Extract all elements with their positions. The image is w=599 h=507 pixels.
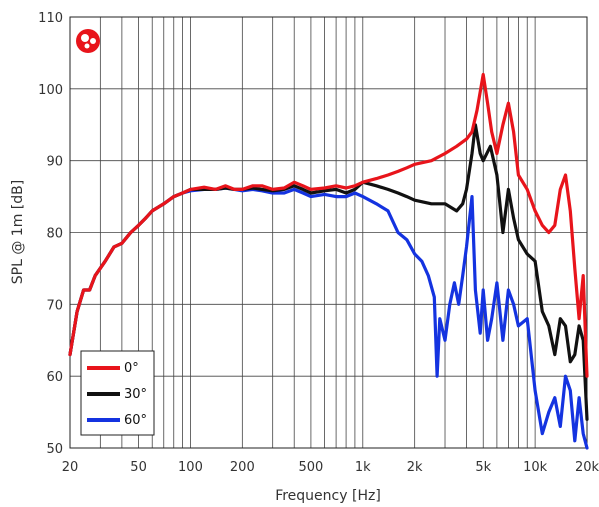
x-tick-label: 200 — [230, 460, 255, 475]
series-line — [68, 72, 589, 378]
plot-frame — [69, 16, 588, 449]
x-tick-label: 10k — [523, 460, 548, 475]
x-tick-label: 100 — [178, 460, 203, 475]
speaker-logo-dot — [84, 43, 90, 49]
speaker-logo-dot — [90, 38, 96, 44]
x-tick-label: 2k — [407, 460, 423, 475]
x-tick-label: 1k — [355, 460, 371, 475]
y-tick-label: 100 — [38, 83, 63, 98]
y-tick-label: 90 — [46, 155, 63, 170]
x-tick-label: 5k — [475, 460, 491, 475]
legend: 0° 30° 60° — [80, 350, 155, 436]
speaker-logo-dot — [81, 34, 89, 42]
y-axis-label: SPL @ 1m [dB] — [10, 180, 26, 284]
y-tick-label: 50 — [46, 442, 63, 457]
y-tick-label: 80 — [46, 227, 63, 242]
y-tick-label: 60 — [46, 370, 63, 385]
tick-labels: 20 50 100 200 500 1k 2k 5k 10k 20k 50 60 70 80 90 100 11… — [38, 11, 599, 475]
x-tick-label: 20 — [62, 460, 79, 475]
speaker-logo-icon — [76, 29, 100, 53]
legend-label: 0° — [124, 361, 139, 376]
series-lines — [68, 72, 589, 450]
x-axis-label: Frequency [Hz] — [275, 488, 381, 504]
legend-label: 30° — [124, 387, 147, 402]
legend-label: 60° — [124, 413, 147, 428]
x-tick-label: 50 — [130, 460, 147, 475]
x-tick-label: 20k — [575, 460, 599, 475]
y-tick-label: 110 — [38, 11, 63, 26]
y-tick-label: 70 — [46, 298, 63, 313]
grid — [70, 16, 587, 449]
x-tick-label: 500 — [298, 460, 323, 475]
logo — [76, 29, 100, 53]
